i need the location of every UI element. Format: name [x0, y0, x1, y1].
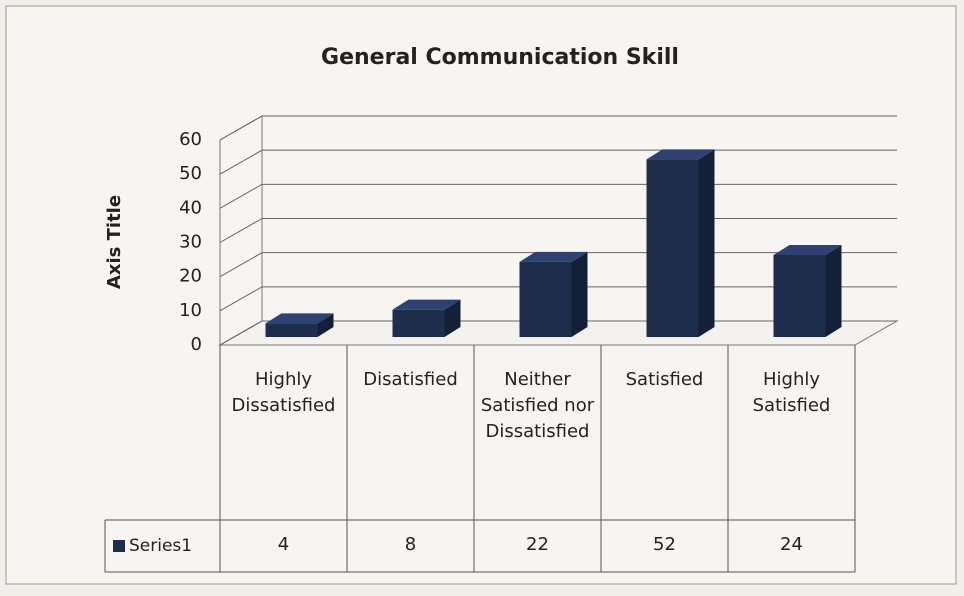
bar-side — [571, 251, 588, 337]
bar-side — [698, 149, 715, 337]
bar — [519, 261, 572, 337]
x-tick-label: Satisfied — [625, 369, 704, 390]
bar-side — [317, 313, 334, 337]
x-tick-label: Disatisfied — [363, 369, 458, 390]
bar — [646, 159, 699, 337]
data-table-value: 8 — [404, 534, 417, 555]
y-tick-label: 60 — [179, 129, 202, 150]
legend-label: Series1 — [129, 536, 192, 556]
legend-swatch — [113, 540, 125, 552]
y-tick-label: 0 — [191, 334, 202, 355]
x-tick-label: Neither Satisfied nor Dissatisfied — [480, 369, 595, 443]
grid-line — [219, 115, 897, 141]
bar-side — [444, 299, 461, 337]
y-tick-label: 40 — [179, 197, 202, 218]
data-table-value: 24 — [780, 534, 803, 555]
data-table-value: 52 — [653, 534, 676, 555]
bar-top — [773, 245, 842, 255]
bar-top — [519, 251, 588, 262]
y-tick-label: 50 — [179, 163, 202, 184]
bar — [392, 309, 445, 337]
bar-top — [392, 299, 461, 310]
x-tick-label: Highly Dissatisfied — [231, 369, 336, 417]
y-tick-label: 30 — [179, 232, 202, 253]
y-tick-label: 10 — [179, 300, 202, 321]
data-table-value: 4 — [277, 534, 290, 555]
bar — [265, 323, 318, 337]
bar-top — [265, 313, 334, 324]
chart-title: General Communication Skill — [321, 45, 679, 70]
bar-top — [646, 149, 715, 160]
bar-side — [825, 245, 842, 337]
bar — [773, 255, 826, 337]
y-axis-title: Axis Title — [104, 195, 125, 289]
x-tick-label: Highly Satisfied — [752, 369, 831, 417]
y-tick-label: 20 — [179, 266, 202, 287]
data-table-value: 22 — [526, 534, 549, 555]
